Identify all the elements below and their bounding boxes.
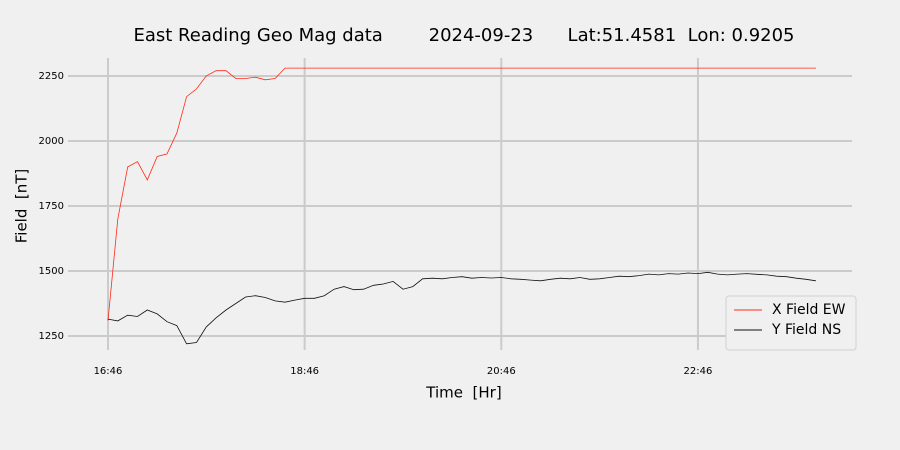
x-tick-label: 20:46 xyxy=(487,366,516,377)
y-tick-label: 2000 xyxy=(39,136,64,147)
data-line xyxy=(107,67,816,321)
chart-title: East Reading Geo Mag data 2024-09-23 Lat… xyxy=(133,25,794,46)
y-tick-label: 1250 xyxy=(39,331,64,342)
y-tick-label: 2250 xyxy=(39,71,64,82)
x-tick-label: 16:46 xyxy=(94,366,123,377)
y-axis-label: Field [nT] xyxy=(13,169,31,244)
legend-label: Y Field NS xyxy=(771,322,841,338)
x-tick-label: 22:46 xyxy=(684,366,713,377)
y-tick-label: 1500 xyxy=(39,266,64,277)
data-line xyxy=(107,271,816,345)
x-axis-label: Time [Hr] xyxy=(425,384,501,402)
x-tick-label: 18:46 xyxy=(290,366,319,377)
legend-label: X Field EW xyxy=(772,302,846,318)
legend: X Field EW Y Field NS xyxy=(725,295,857,351)
y-tick-label: 1750 xyxy=(39,201,64,212)
